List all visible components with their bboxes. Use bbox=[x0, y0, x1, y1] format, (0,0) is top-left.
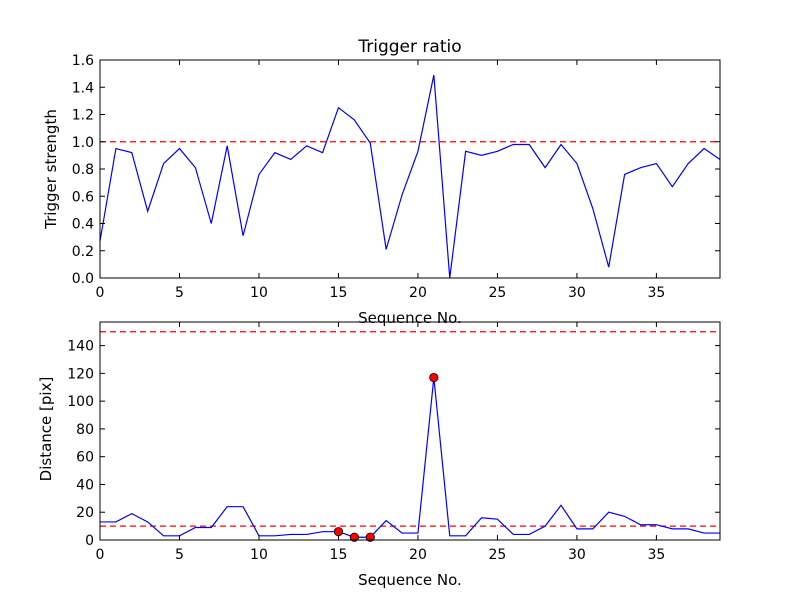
y-tick-label: 1.0 bbox=[72, 135, 94, 151]
x-tick-label: 15 bbox=[330, 285, 348, 301]
y-tick-label: 120 bbox=[67, 366, 94, 382]
x-tick-label: 35 bbox=[647, 285, 665, 301]
x-tick-label: 30 bbox=[568, 285, 586, 301]
distance-panel: Sequence No. Distance [pix] 0 5 10 15 20 25 30… bbox=[37, 321, 721, 589]
y-tick-label: 0.4 bbox=[72, 217, 94, 233]
x-tick-label: 30 bbox=[568, 547, 586, 563]
x-tick-label: 0 bbox=[96, 547, 105, 563]
y-axis-label: Distance [pix] bbox=[37, 377, 55, 482]
y-tick-label: 0.2 bbox=[72, 244, 94, 260]
y-tick-label: 0.0 bbox=[72, 271, 94, 287]
data-point-marker bbox=[333, 527, 344, 537]
y-tick-label: 1.6 bbox=[72, 53, 94, 69]
x-tick-label: 0 bbox=[96, 285, 105, 301]
x-tick-label: 25 bbox=[489, 285, 507, 301]
y-tick-label: 80 bbox=[76, 422, 94, 438]
y-tick-label: 60 bbox=[76, 450, 94, 466]
plot-frame bbox=[99, 321, 721, 541]
y-tick-label: 0.6 bbox=[72, 189, 94, 205]
x-tick-label: 25 bbox=[489, 547, 507, 563]
x-tick-label: 5 bbox=[175, 547, 184, 563]
x-tick-label: 35 bbox=[647, 547, 665, 563]
y-tick-label: 140 bbox=[67, 339, 94, 355]
x-tick-label: 20 bbox=[409, 547, 427, 563]
x-axis-label: Sequence No. bbox=[358, 309, 462, 327]
x-tick-label: 15 bbox=[330, 547, 348, 563]
y-tick-label: 100 bbox=[67, 394, 94, 410]
x-tick-label: 10 bbox=[250, 547, 268, 563]
x-tick-label: 10 bbox=[250, 285, 268, 301]
data-point-marker bbox=[365, 532, 375, 542]
series-line bbox=[100, 377, 720, 538]
series-line bbox=[99, 74, 721, 279]
y-tick-label: 1.2 bbox=[72, 108, 94, 124]
chart-title: Trigger ratio bbox=[357, 37, 461, 57]
data-point-marker bbox=[429, 372, 439, 383]
y-axis-label: Trigger strength bbox=[42, 109, 60, 230]
y-tick-label: 40 bbox=[76, 477, 94, 493]
y-tick-label: 1.4 bbox=[72, 80, 94, 96]
y-tick-label: 0 bbox=[85, 533, 94, 549]
y-tick-label: 0.8 bbox=[72, 162, 94, 178]
trigger-ratio-panel: Trigger ratio Sequence No. Trigger stren… bbox=[42, 37, 721, 327]
x-axis-label: Sequence No. bbox=[358, 571, 462, 589]
x-tick-label: 5 bbox=[175, 285, 184, 301]
data-point-marker bbox=[349, 532, 359, 542]
x-tick-label: 20 bbox=[409, 285, 427, 301]
y-tick-label: 20 bbox=[76, 505, 94, 521]
